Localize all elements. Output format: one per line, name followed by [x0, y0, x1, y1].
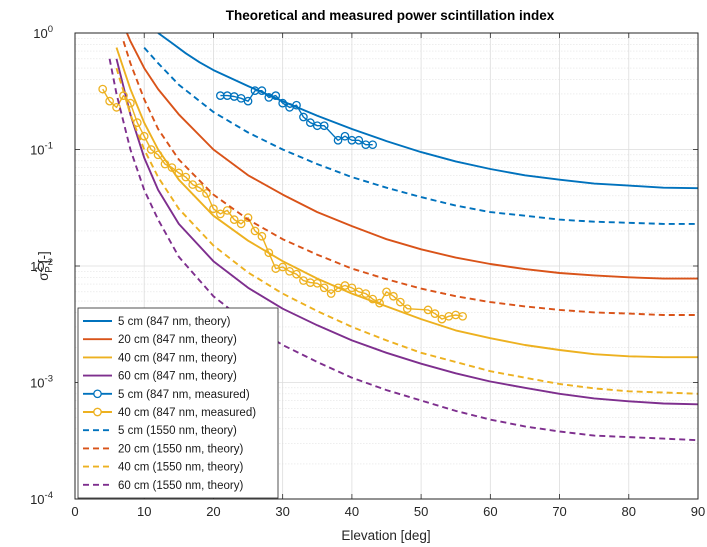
series-5-point — [306, 118, 315, 128]
series-6-point — [382, 287, 391, 297]
series-line-8 — [122, 40, 698, 316]
series-6-point — [402, 304, 412, 314]
series-line-7 — [143, 46, 698, 225]
y-axis-unit: [-] — [36, 251, 51, 263]
series-5-point — [271, 91, 281, 100]
series-5-point — [257, 86, 267, 96]
series-6-point — [375, 298, 384, 308]
series-6-point — [278, 262, 288, 272]
series-5-point — [299, 112, 308, 122]
series-6-point — [264, 248, 274, 258]
x-tick-label: 60 — [483, 504, 497, 519]
y-axis-title: σ2P [-] — [34, 251, 55, 281]
series-5-point — [333, 135, 343, 145]
x-tick-label: 20 — [206, 504, 220, 519]
series-line-9 — [115, 67, 698, 395]
series-6-point — [361, 289, 371, 298]
series-line-10 — [108, 58, 698, 442]
legend-label-8: 20 cm (1550 nm, theory) — [118, 443, 243, 455]
series-6-point — [105, 96, 114, 106]
legend: 5 cm (847 nm, theory) 20 cm (847 nm, theo… — [77, 307, 279, 499]
legend-label-6: 40 cm (847 nm, measured) — [118, 407, 256, 419]
chart-title: Theoretical and measured power scintilla… — [226, 8, 555, 23]
x-tick-label: 70 — [552, 504, 566, 519]
series-6-point — [188, 180, 198, 189]
series-6-point — [430, 309, 440, 318]
legend-label-7: 5 cm (1550 nm, theory) — [118, 425, 237, 437]
series-6-point — [202, 189, 211, 198]
series-6-point — [167, 163, 177, 172]
series-6-point — [139, 131, 149, 141]
series-6-point — [98, 84, 108, 94]
x-tick-label: 90 — [691, 504, 705, 519]
series-line-1 — [157, 33, 698, 190]
series-6-point — [153, 150, 163, 160]
series-6-point — [132, 118, 142, 128]
legend-label-10: 60 cm (1550 nm, theory) — [118, 480, 243, 492]
series-5-point — [354, 135, 364, 145]
series-5-point — [243, 96, 253, 106]
series-6-point — [229, 215, 239, 224]
series-6-point — [112, 103, 121, 112]
series-6-point — [222, 206, 232, 215]
legend-label-2: 20 cm (847 nm, theory) — [118, 334, 237, 346]
series-6-point — [319, 283, 329, 293]
legend-label-3: 40 cm (847 nm, theory) — [118, 352, 237, 364]
x-tick-label: 30 — [275, 504, 289, 519]
series-6-point — [250, 226, 260, 236]
series-6-point — [181, 172, 191, 182]
y-tick-label: 10-4 — [30, 490, 53, 507]
series-6-point — [423, 305, 433, 315]
series-6-point — [368, 294, 378, 304]
series-line-2 — [126, 33, 698, 280]
series-6-point — [126, 98, 135, 108]
series-6-point — [458, 311, 467, 321]
series-6-point — [146, 145, 156, 154]
y-tick-label: 10-1 — [30, 141, 53, 158]
legend-label-9: 40 cm (1550 nm, theory) — [118, 462, 243, 474]
legend-marker-6 — [93, 407, 102, 417]
axis-ticks: 0 10 20 30 40 50 60 70 80 90 100 10-1 10-2 10-3 10-4 — [30, 24, 705, 519]
series-6-point — [389, 291, 398, 301]
legend-label-4: 60 cm (847 nm, theory) — [118, 371, 237, 383]
series-5-point — [319, 121, 329, 131]
series-5-point — [340, 131, 350, 141]
series-6-point — [292, 269, 301, 279]
x-tick-label: 50 — [414, 504, 428, 519]
series-6-point — [195, 183, 204, 193]
series-6-point — [257, 231, 267, 241]
series-5-point — [368, 140, 378, 150]
x-tick-label: 10 — [137, 504, 151, 519]
x-tick-label: 40 — [345, 504, 359, 519]
series-6-point — [160, 159, 170, 169]
x-tick-label: 0 — [71, 504, 78, 519]
x-axis-title: Elevation [deg] — [341, 528, 430, 543]
y-tick-label: 10-2 — [30, 257, 53, 274]
y-tick-label: 100 — [33, 24, 53, 41]
y-axis-superscript: 2 — [34, 266, 45, 272]
series-5-point — [292, 100, 301, 110]
series-5-point — [278, 98, 288, 108]
series-6-point — [174, 168, 184, 178]
legend-label-1: 5 cm (847 nm, theory) — [118, 316, 231, 328]
series-layer — [98, 33, 698, 442]
series-6-point — [216, 209, 225, 219]
series-line-4 — [115, 58, 698, 406]
series-6-point — [209, 204, 218, 214]
x-tick-label: 80 — [622, 504, 636, 519]
series-6-point — [395, 297, 405, 307]
series-6-point — [243, 213, 253, 223]
series-6-point — [312, 278, 322, 288]
series-6-point — [347, 283, 357, 293]
series-6-point — [326, 289, 336, 298]
y-axis-symbol: σ — [36, 272, 51, 281]
series-6-point — [236, 219, 246, 229]
legend-label-5: 5 cm (847 nm, measured) — [118, 389, 250, 401]
y-axis-subscript: P — [44, 266, 55, 273]
legend-marker-5 — [93, 389, 102, 399]
y-tick-label: 10-3 — [30, 374, 53, 391]
